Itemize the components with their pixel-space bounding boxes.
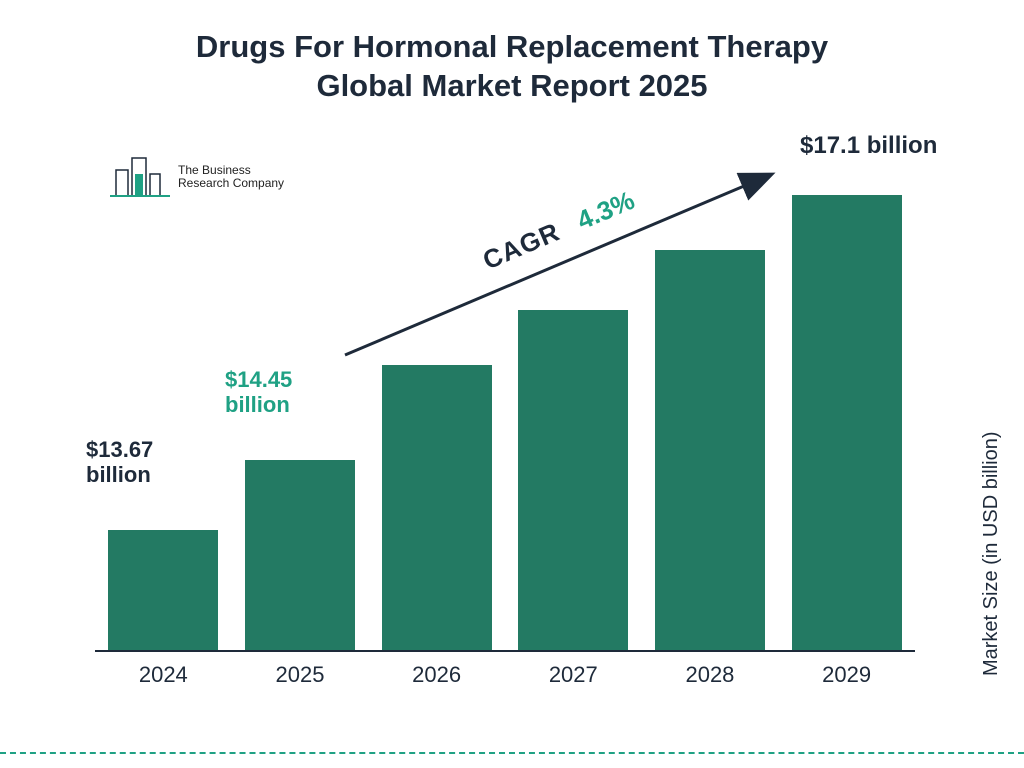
bar-2029 [792,195,902,650]
x-label: 2029 [792,662,902,688]
bar-2028 [655,250,765,650]
bar-2026 [382,365,492,650]
bar [108,530,218,650]
bar-2024 [108,530,218,650]
value-label: $14.45billion [225,367,292,418]
x-label: 2024 [108,662,218,688]
bar [245,460,355,650]
chart-title: Drugs For Hormonal Replacement Therapy G… [0,0,1024,106]
bottom-dashed-line [0,752,1024,754]
chart-area: 202420252026202720282029 [95,140,915,680]
bar [518,310,628,650]
value-label: $13.67billion [86,437,153,488]
title-line2: Global Market Report 2025 [0,67,1024,106]
x-label: 2026 [382,662,492,688]
value-label: $17.1 billion [800,132,937,160]
bar [655,250,765,650]
x-label: 2028 [655,662,765,688]
x-label: 2027 [518,662,628,688]
y-axis-label: Market Size (in USD billion) [981,432,1004,677]
bar [792,195,902,650]
bar-2027 [518,310,628,650]
title-line1: Drugs For Hormonal Replacement Therapy [0,28,1024,67]
x-label: 2025 [245,662,355,688]
x-labels: 2024 2025 2026 2027 2028 2029 [95,662,915,688]
x-axis [95,650,915,652]
bar [382,365,492,650]
bar-2025 [245,460,355,650]
